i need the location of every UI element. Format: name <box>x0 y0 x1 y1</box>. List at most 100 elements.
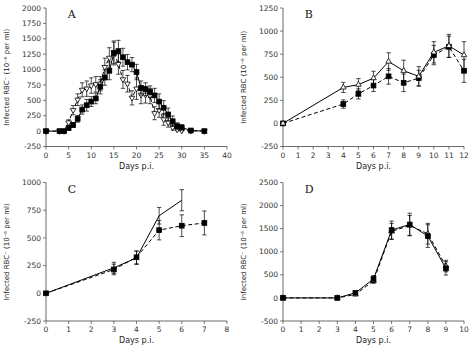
series <box>43 42 207 134</box>
y-tick-label: 2000 <box>22 4 41 13</box>
x-tick-label: 5 <box>371 325 376 334</box>
x-tick-label: 8 <box>225 325 230 334</box>
error-bar <box>112 41 116 65</box>
error-bar <box>447 34 451 57</box>
y-tick-label: -250 <box>24 142 41 151</box>
marker <box>356 91 361 96</box>
error-bar <box>432 42 436 63</box>
marker <box>71 123 76 128</box>
x-tick-label: 8 <box>425 325 430 334</box>
y-tick <box>280 182 283 183</box>
y-tick-label: 2500 <box>259 178 278 187</box>
marker <box>107 68 112 73</box>
marker <box>179 223 184 228</box>
error-bar <box>166 108 170 121</box>
series <box>44 211 207 296</box>
panel: 012345678-25002505007501000Days p.i.Infe… <box>3 178 230 345</box>
x-tick-label: 5 <box>356 151 361 160</box>
x-tick-label: 3 <box>335 325 340 334</box>
y-tick-label: 1750 <box>22 19 41 28</box>
y-tick <box>43 84 46 85</box>
x-axis-label: Days p.i. <box>119 162 154 171</box>
x-tick-label: 4 <box>353 325 358 334</box>
y-tick <box>280 77 283 78</box>
x-tick-label: 8 <box>401 151 406 160</box>
x-tick <box>328 147 329 150</box>
x-tick-label: 0 <box>44 151 49 160</box>
marker <box>139 86 144 91</box>
x-tick <box>46 147 47 150</box>
marker <box>57 129 62 134</box>
x-tick <box>319 321 320 324</box>
y-tick-label: 1000 <box>259 247 278 256</box>
marker <box>386 58 392 63</box>
error-bar <box>66 120 70 126</box>
series-line <box>283 47 464 124</box>
marker <box>89 99 94 104</box>
error-bar <box>161 101 165 115</box>
y-tick-label: 0 <box>36 127 41 136</box>
x-tick <box>373 321 374 324</box>
marker <box>281 121 286 126</box>
x-axis-label: Days p.i. <box>356 162 391 171</box>
y-tick <box>43 210 46 211</box>
x-tick <box>113 321 114 324</box>
plot-area <box>280 34 467 126</box>
error-bar <box>180 215 184 237</box>
y-axis-label: Infected RBC⁻ (10⁻⁶ per ml) <box>3 203 11 300</box>
x-tick <box>68 321 69 324</box>
error-bar <box>125 54 129 69</box>
x-tick <box>227 321 228 324</box>
plot-area <box>43 40 207 134</box>
marker <box>371 75 377 80</box>
y-tick-label: 1250 <box>259 4 278 13</box>
marker <box>79 88 85 93</box>
x-tick <box>181 321 182 324</box>
marker <box>125 60 130 65</box>
error-bar <box>371 276 375 283</box>
y-axis-line <box>46 8 47 147</box>
x-tick-label: 5 <box>66 151 71 160</box>
y-tick-label: 750 <box>27 206 42 215</box>
marker <box>407 222 412 227</box>
marker <box>341 102 346 107</box>
x-tick-label: 5 <box>157 325 162 334</box>
x-tick-label: 9 <box>416 151 421 160</box>
y-tick-label: 0 <box>273 294 278 303</box>
marker <box>130 62 135 67</box>
x-tick-label: 4 <box>134 325 139 334</box>
x-tick <box>46 321 47 324</box>
x-tick-label: 1 <box>299 325 304 334</box>
error-bar <box>85 99 89 111</box>
error-bar <box>80 83 84 97</box>
panel-label: A <box>67 8 77 21</box>
series-line <box>283 225 446 298</box>
marker <box>80 107 85 112</box>
error-bar <box>116 40 120 62</box>
x-tick <box>91 147 92 150</box>
y-tick <box>280 321 283 322</box>
marker <box>202 221 207 226</box>
x-tick <box>204 147 205 150</box>
marker <box>93 96 98 101</box>
x-tick <box>388 147 389 150</box>
marker <box>84 103 89 108</box>
x-tick-label: 1 <box>296 151 301 160</box>
y-tick <box>43 265 46 266</box>
series-line <box>46 200 182 293</box>
series <box>44 190 184 294</box>
x-tick <box>427 321 428 324</box>
y-tick-label: 250 <box>27 111 42 120</box>
marker <box>386 74 391 79</box>
marker <box>462 68 467 73</box>
y-tick-label: 1500 <box>259 224 278 233</box>
marker <box>70 109 76 114</box>
x-tick-label: 9 <box>444 325 449 334</box>
x-tick <box>391 321 392 324</box>
marker <box>431 49 437 54</box>
marker <box>44 129 49 134</box>
x-tick <box>298 147 299 150</box>
y-tick <box>43 69 46 70</box>
plot-area <box>280 213 448 300</box>
series-line <box>46 223 204 293</box>
